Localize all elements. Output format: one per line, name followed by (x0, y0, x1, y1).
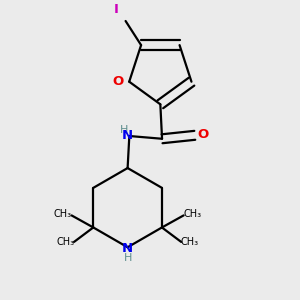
Text: N: N (122, 129, 133, 142)
Text: O: O (198, 128, 209, 141)
Text: N: N (122, 242, 133, 256)
Text: O: O (112, 75, 124, 88)
Text: H: H (123, 253, 132, 262)
Text: H: H (120, 125, 128, 135)
Text: CH₃: CH₃ (181, 237, 199, 247)
Text: CH₃: CH₃ (54, 209, 72, 219)
Text: I: I (113, 3, 119, 16)
Text: CH₃: CH₃ (183, 209, 201, 219)
Text: CH₃: CH₃ (56, 237, 74, 247)
